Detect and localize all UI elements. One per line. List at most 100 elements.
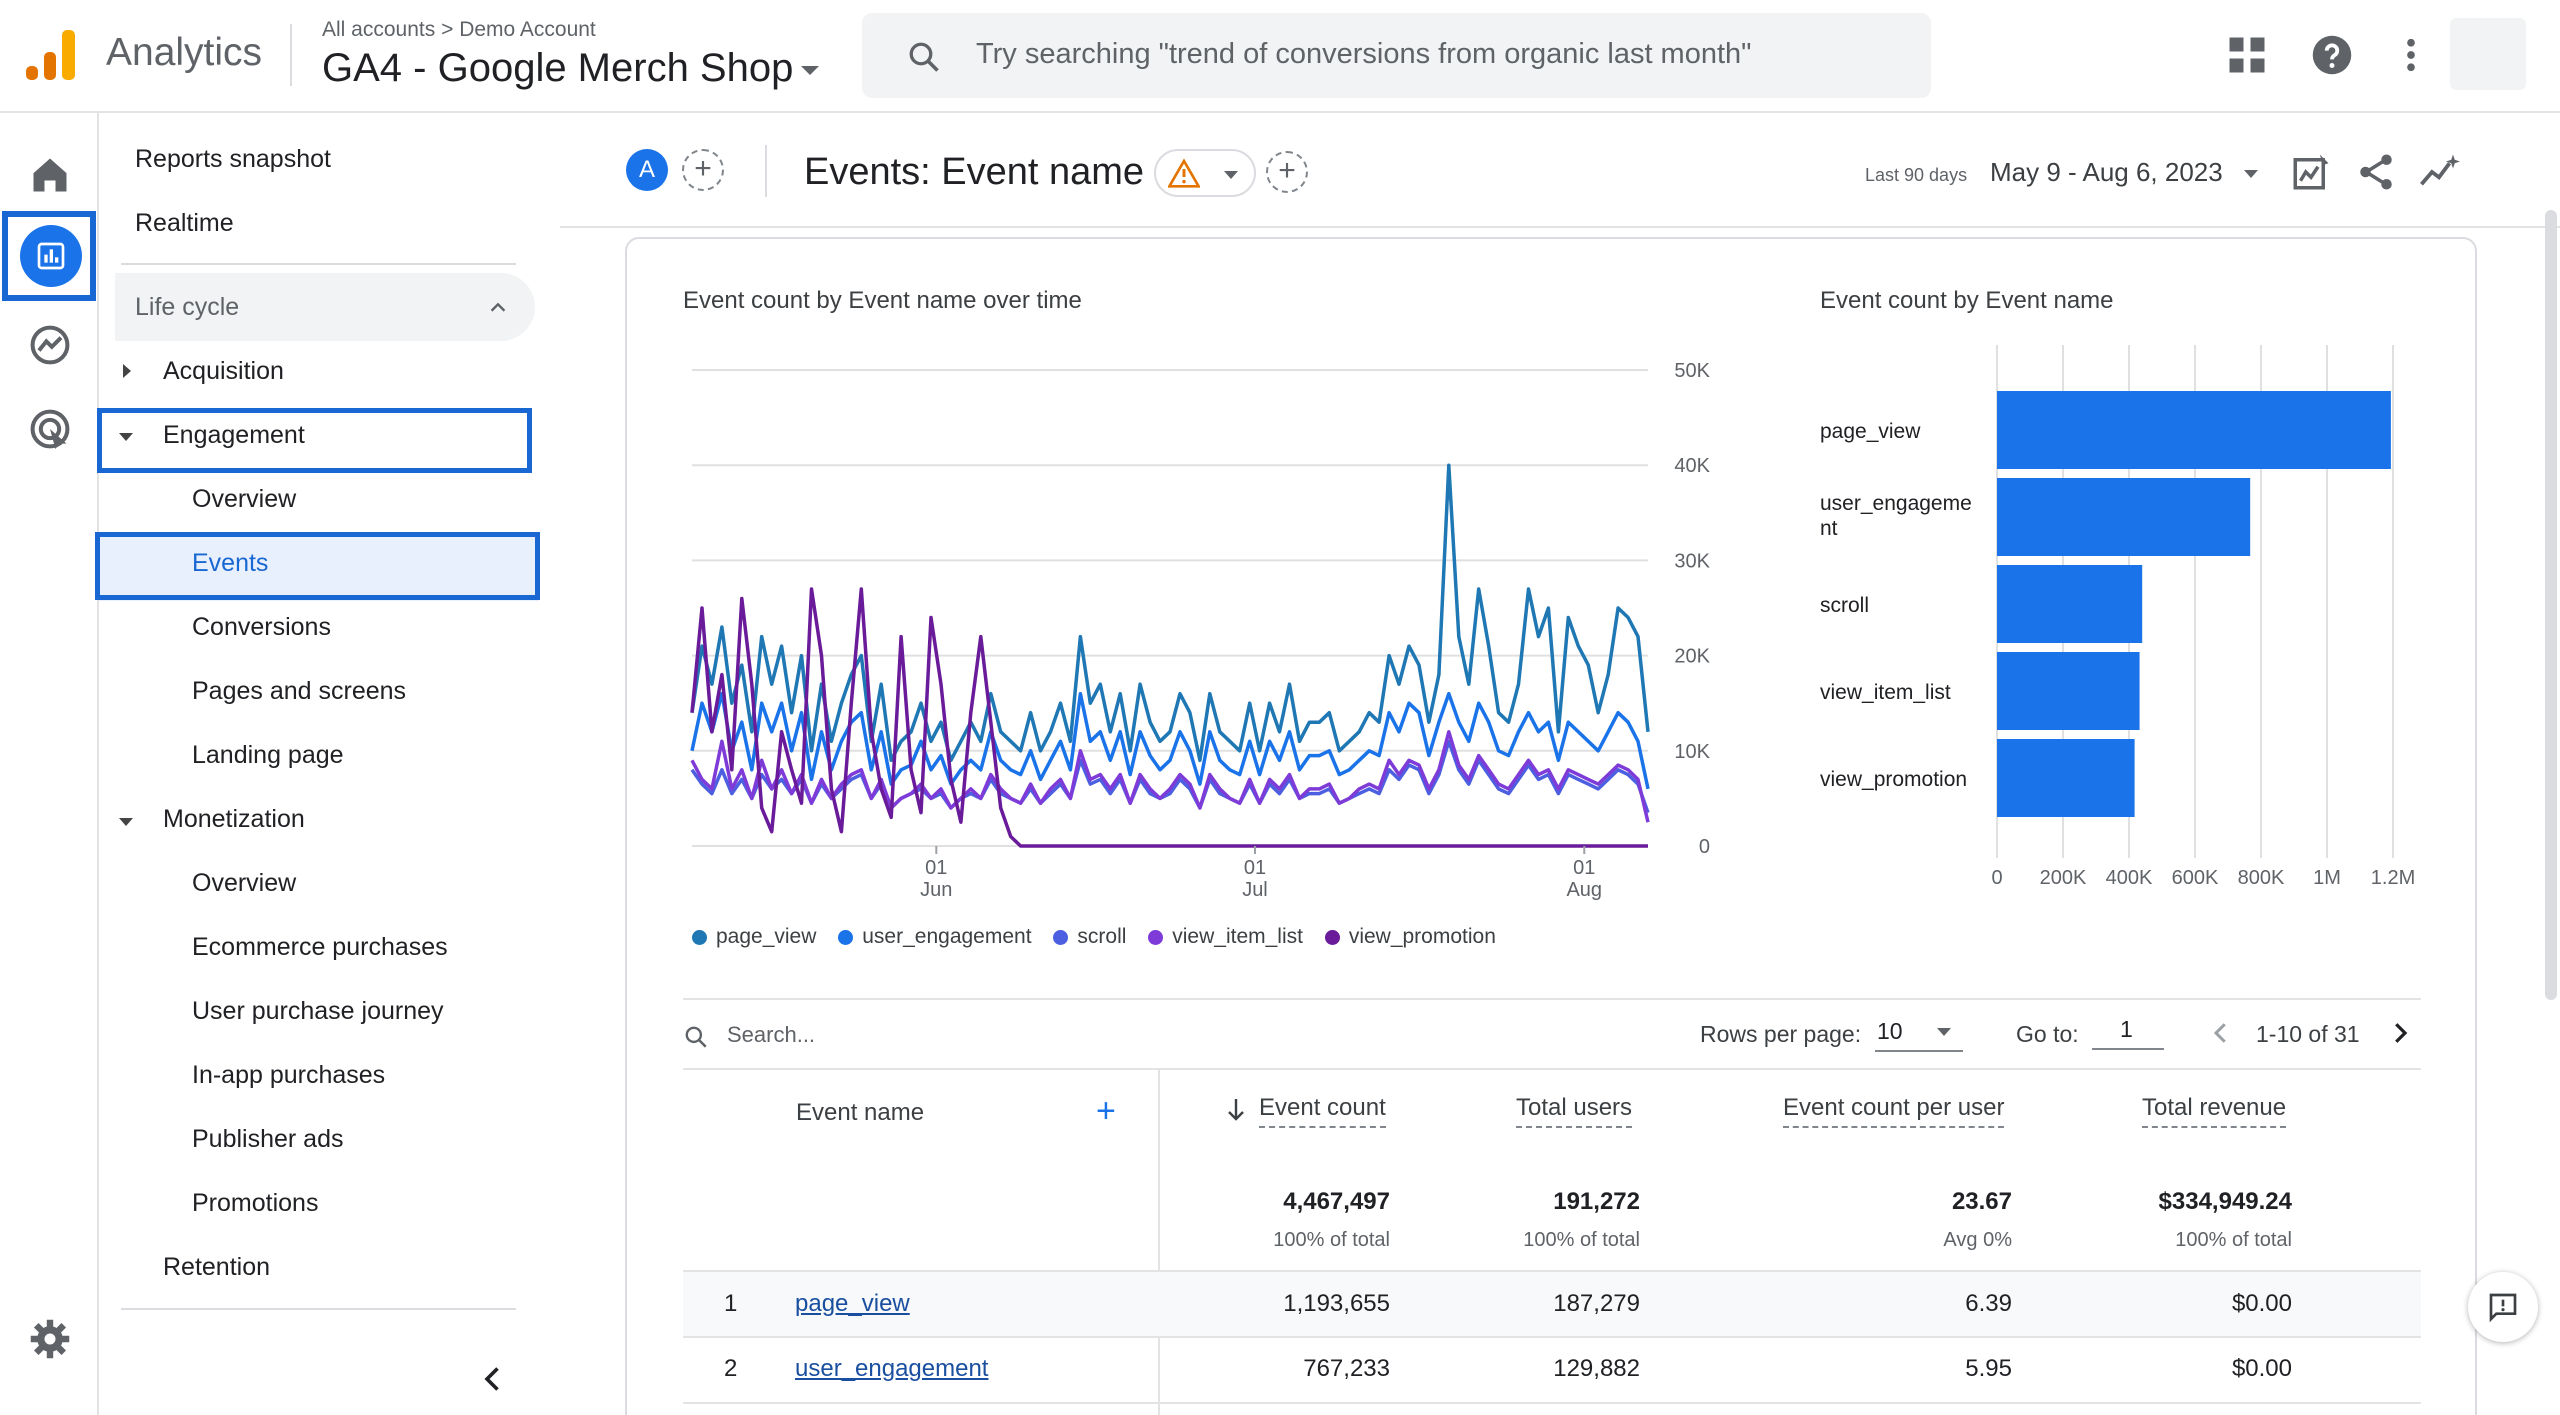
reports-nav-button[interactable] xyxy=(2,211,96,301)
event-name-link[interactable]: user_engagement xyxy=(795,1355,989,1382)
rows-per-page-label: Rows per page: xyxy=(1700,1021,1862,1047)
analytics-logo-icon[interactable] xyxy=(26,28,76,80)
feedback-button[interactable] xyxy=(2468,1272,2538,1342)
search-bar[interactable]: Try searching "trend of conversions from… xyxy=(862,13,1931,98)
customize-report-icon[interactable] xyxy=(2290,151,2332,193)
engagement-selection-box xyxy=(97,408,532,473)
events-highlight xyxy=(99,535,539,601)
series-line-page-view[interactable] xyxy=(690,463,1650,763)
add-dimension-button[interactable]: + xyxy=(1096,1092,1116,1130)
breadcrumb-all-accounts[interactable]: All accounts xyxy=(322,18,436,41)
apps-grid-icon[interactable] xyxy=(2226,34,2268,76)
collapse-arrow-icon[interactable] xyxy=(119,433,133,441)
nav-in-app-purchases[interactable]: In-app purchases xyxy=(192,1061,386,1089)
report-title: Events: Event name xyxy=(804,151,1145,193)
revenue-cell: $0.00 xyxy=(2231,1355,2292,1382)
nav-landing-page[interactable]: Landing page xyxy=(192,741,344,769)
scrollbar[interactable] xyxy=(2545,210,2557,1000)
side-nav: Reports snapshot Realtime Life cycle Acq… xyxy=(101,113,541,1415)
more-vert-icon[interactable] xyxy=(2390,34,2432,76)
column-header-event-count[interactable]: Event count xyxy=(1259,1094,1386,1128)
legend-item[interactable]: scroll xyxy=(1053,925,1126,948)
expand-arrow-icon[interactable] xyxy=(123,364,131,378)
column-header-event-name[interactable]: Event name xyxy=(796,1099,925,1126)
help-icon[interactable] xyxy=(2311,34,2353,76)
legend-item[interactable]: view_item_list xyxy=(1148,925,1303,948)
collapse-nav-chevron-icon[interactable] xyxy=(475,1361,511,1397)
nav-events[interactable]: Events xyxy=(192,549,269,577)
legend-item[interactable]: view_promotion xyxy=(1324,925,1496,948)
nav-lifecycle-section[interactable]: Life cycle xyxy=(115,273,535,341)
pagination-status: 1-10 of 31 xyxy=(2256,1021,2360,1047)
nav-reports-snapshot[interactable]: Reports snapshot xyxy=(135,145,331,173)
total-users-cell: 129,882 xyxy=(1553,1355,1640,1382)
legend-item[interactable]: page_view xyxy=(692,925,816,948)
add-filter-button[interactable]: + xyxy=(1266,151,1308,193)
settings-gear-icon[interactable] xyxy=(28,1317,72,1361)
column-header-event-count-per-user[interactable]: Event count per user xyxy=(1783,1094,2005,1128)
explore-icon[interactable] xyxy=(28,323,72,367)
nav-promotions[interactable]: Promotions xyxy=(192,1189,319,1217)
sort-down-arrow-icon[interactable] xyxy=(1224,1096,1248,1124)
nav-ecommerce-purchases[interactable]: Ecommerce purchases xyxy=(192,933,448,961)
nav-realtime[interactable]: Realtime xyxy=(135,209,234,237)
nav-engagement-overview[interactable]: Overview xyxy=(192,485,297,513)
avatar[interactable] xyxy=(2450,18,2526,90)
chevron-down-icon xyxy=(801,65,820,75)
event-name-link[interactable]: page_view xyxy=(795,1290,910,1317)
legend-dot xyxy=(838,930,854,945)
nav-monetization-overview[interactable]: Overview xyxy=(192,869,297,897)
divider xyxy=(683,1336,2421,1338)
x-tick-month: Aug xyxy=(1566,879,1602,901)
legend-dot xyxy=(1324,930,1340,945)
nav-conversions[interactable]: Conversions xyxy=(192,613,331,641)
goto-page-input[interactable]: 1 xyxy=(2092,1012,2164,1050)
collapse-arrow-icon[interactable] xyxy=(119,818,133,826)
series-line-view-promotion[interactable] xyxy=(690,587,1648,848)
nav-pages-and-screens[interactable]: Pages and screens xyxy=(192,677,407,705)
advertising-icon[interactable] xyxy=(28,407,72,451)
line-chart-title: Event count by Event name over time xyxy=(683,287,1082,314)
table-row[interactable] xyxy=(683,1272,2421,1336)
nav-acquisition[interactable]: Acquisition xyxy=(163,357,284,385)
event-count-cell: 1,193,655 xyxy=(1283,1290,1390,1317)
date-range-label: Last 90 days xyxy=(1865,165,1968,185)
insights-icon[interactable] xyxy=(2418,151,2460,193)
nav-divider xyxy=(121,1308,516,1310)
date-range-selector[interactable]: May 9 - Aug 6, 2023 xyxy=(1990,157,2258,188)
property-name: GA4 - Google Merch Shop xyxy=(322,46,794,90)
nav-user-purchase-journey[interactable]: User purchase journey xyxy=(192,997,444,1025)
nav-publisher-ads[interactable]: Publisher ads xyxy=(192,1125,344,1153)
nav-retention[interactable]: Retention xyxy=(163,1253,271,1281)
nav-engagement[interactable]: Engagement xyxy=(163,421,305,449)
row-number: 1 xyxy=(724,1290,738,1317)
series-line-view-item-list[interactable] xyxy=(690,730,1650,823)
home-icon[interactable] xyxy=(28,153,72,197)
search-icon xyxy=(909,42,939,72)
nav-monetization[interactable]: Monetization xyxy=(163,805,305,833)
x-tick-day: 01 xyxy=(1573,857,1595,879)
breadcrumb[interactable]: All accounts > Demo Account xyxy=(322,18,596,42)
property-selector[interactable]: GA4 - Google Merch Shop xyxy=(322,46,820,91)
x-tick-month: Jun xyxy=(920,879,952,901)
prev-page-icon[interactable] xyxy=(2206,1018,2236,1048)
column-header-total-users[interactable]: Total users xyxy=(1516,1094,1633,1128)
next-page-icon[interactable] xyxy=(2385,1018,2415,1048)
rows-per-page-select[interactable]: 10 xyxy=(1875,1014,1963,1052)
date-range-value: May 9 - Aug 6, 2023 xyxy=(1990,157,2223,187)
y-tick-label: 0 xyxy=(1699,836,1710,858)
column-header-total-revenue[interactable]: Total revenue xyxy=(2142,1094,2287,1128)
breadcrumb-account[interactable]: Demo Account xyxy=(459,18,596,41)
column-divider xyxy=(1158,1070,1160,1415)
series-line-scroll[interactable] xyxy=(690,739,1650,814)
add-comparison-button[interactable]: + xyxy=(682,149,724,191)
table-search-input[interactable]: Search... xyxy=(727,1022,816,1047)
legend-item[interactable]: user_engagement xyxy=(838,925,1032,948)
comparison-chip[interactable]: A xyxy=(626,149,668,191)
data-quality-chip[interactable] xyxy=(1154,149,1256,197)
series-line-user-engagement[interactable] xyxy=(690,691,1650,790)
divider xyxy=(683,998,2421,1000)
y-tick-label: 20K xyxy=(1674,646,1710,668)
share-icon[interactable] xyxy=(2355,151,2397,193)
